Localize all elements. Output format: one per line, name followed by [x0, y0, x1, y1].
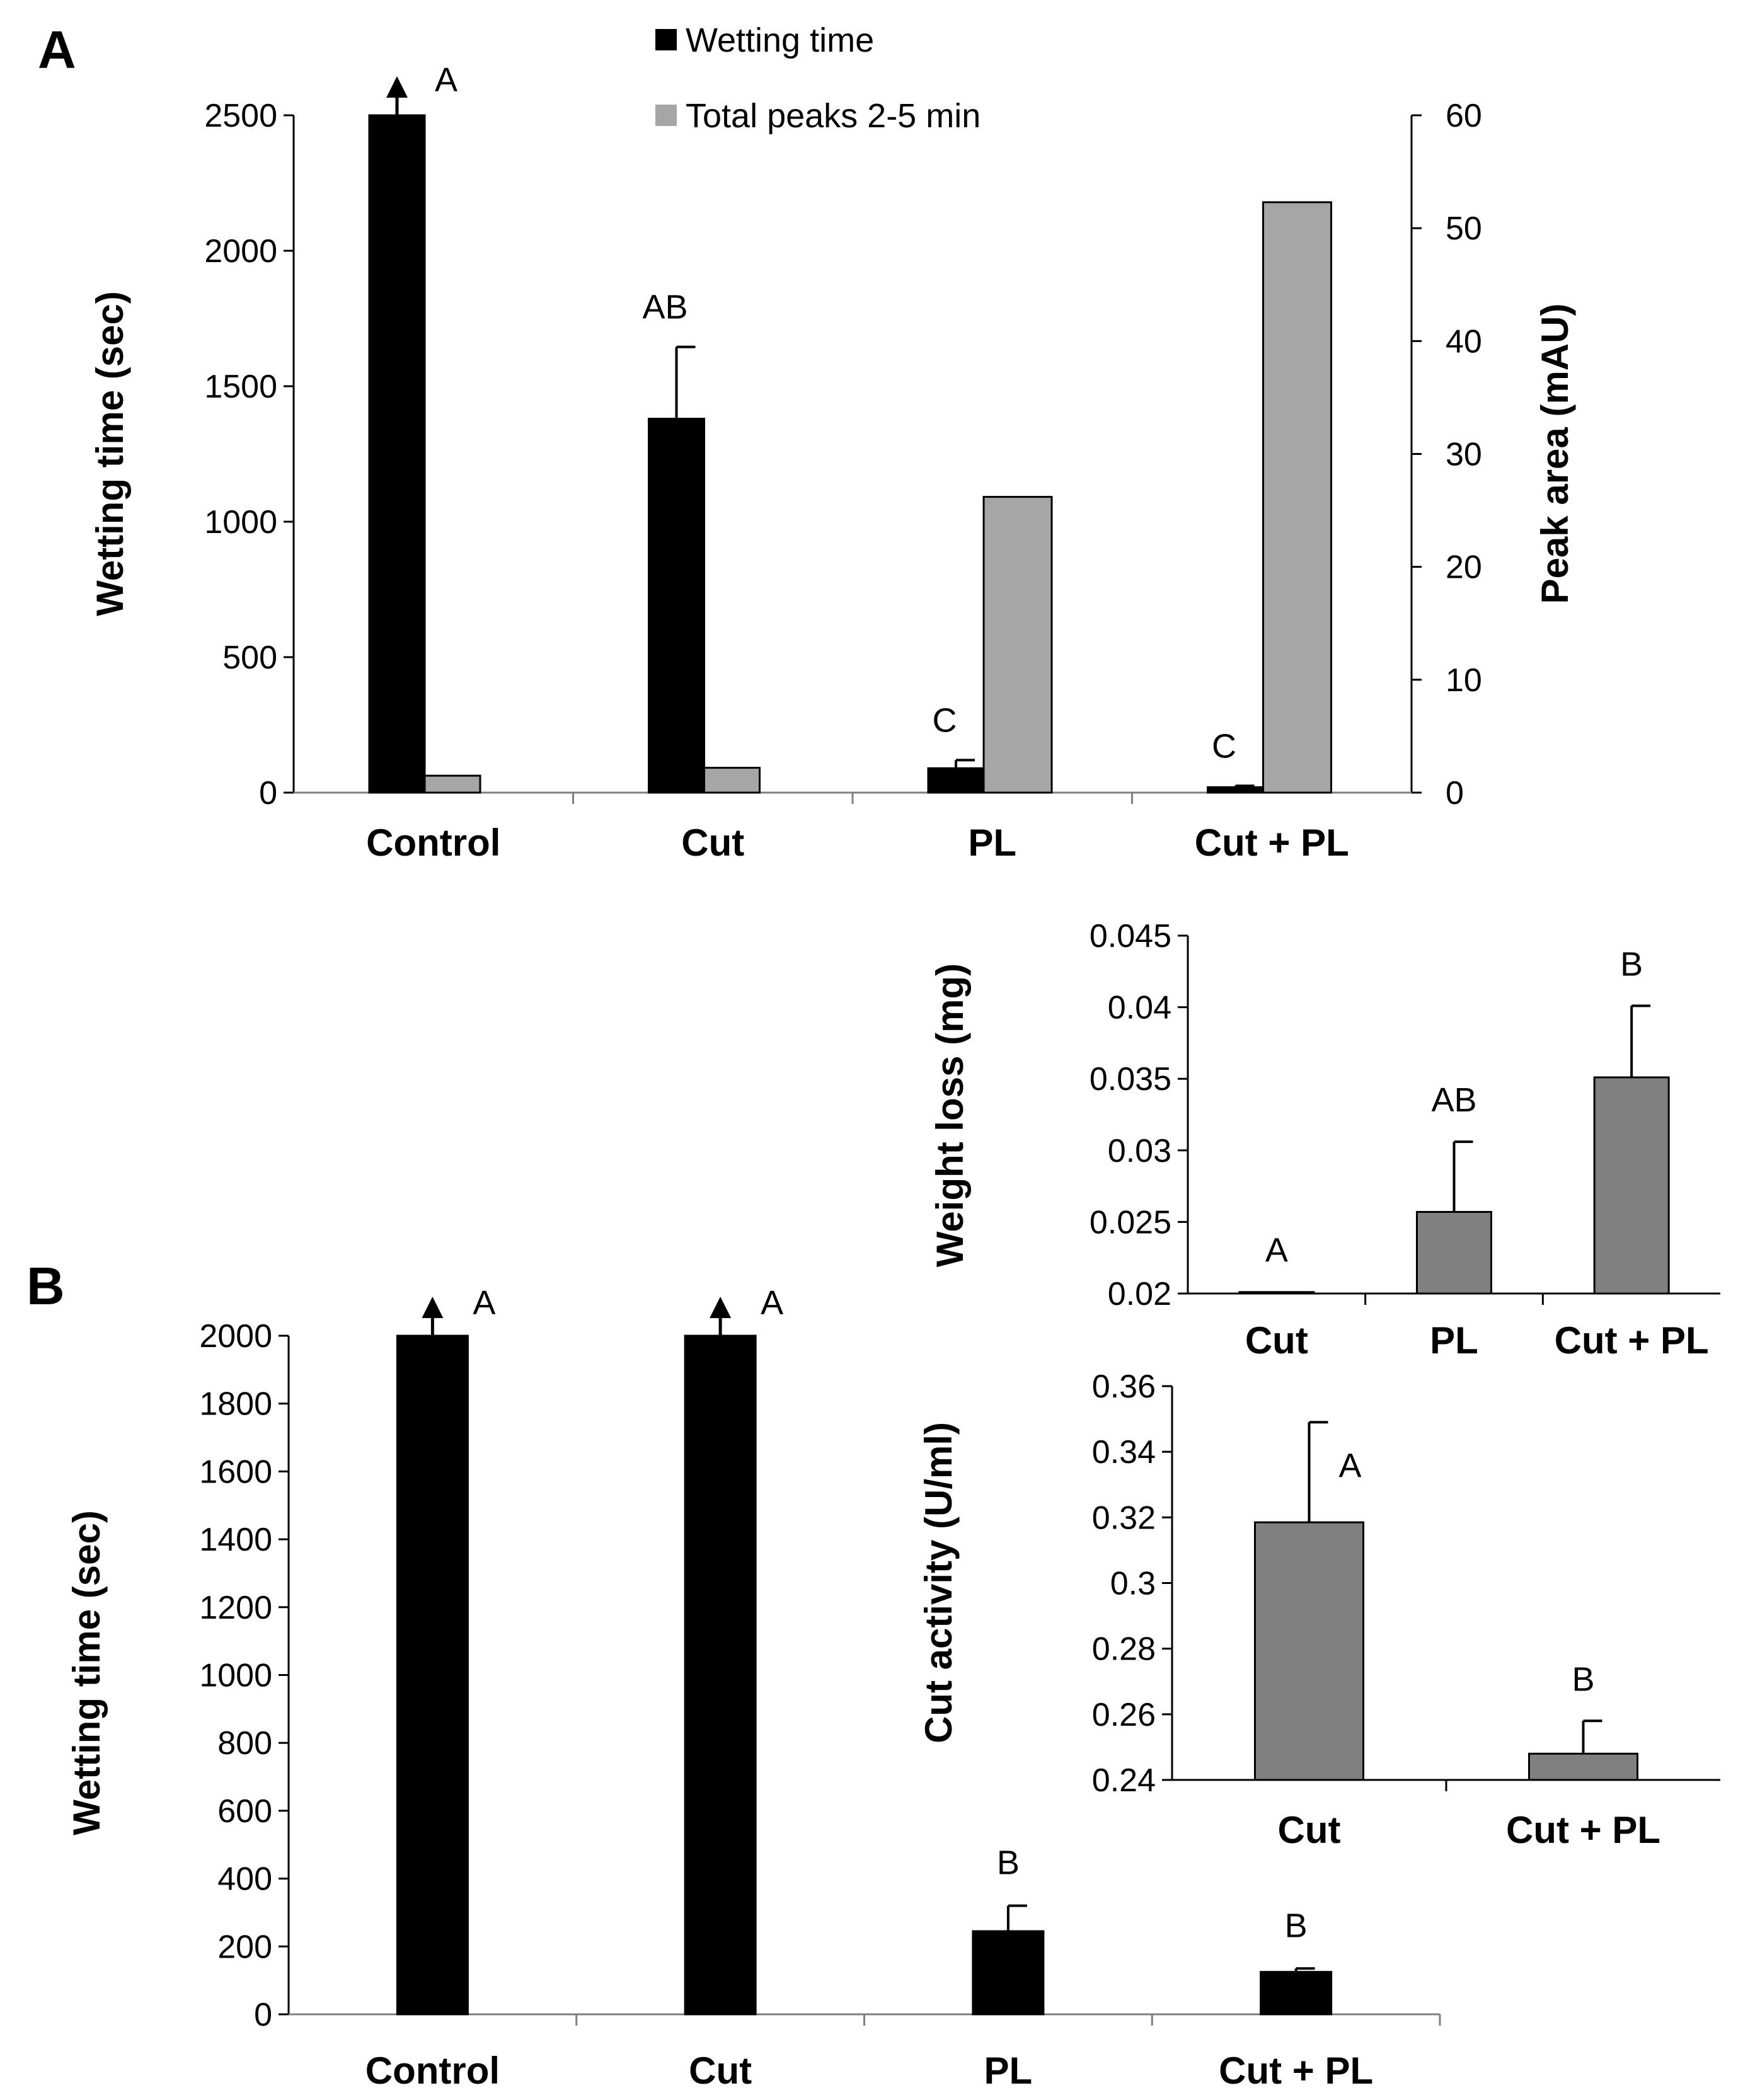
panel-a-bar-wetting-time [648, 418, 705, 794]
panel-a-bar-total-peaks [703, 767, 761, 794]
inset-a-category-label: Cut [1245, 1319, 1308, 1362]
panel-a-ytick-label: 1000 [204, 504, 277, 541]
inset-a-y-axis-title: Weight loss (mg) [929, 963, 971, 1267]
inset-a-category-label: PL [1430, 1319, 1478, 1362]
panel-b-ytick-label: 400 [217, 1861, 272, 1898]
panel-a-category-label: Cut + PL [1195, 822, 1349, 864]
panel-a-arrow-up-icon [386, 76, 408, 98]
inset-b-category-label: Cut [1278, 1809, 1341, 1851]
panel-b-ytick-label: 1800 [199, 1386, 272, 1423]
inset-a-significance-label: AB [1431, 1081, 1476, 1119]
panel-a-ytick-label: 2000 [204, 233, 277, 270]
panel-b-significance-label: B [997, 1844, 1020, 1882]
panel-b-ytick-label: 1400 [199, 1522, 272, 1558]
panel-a-ytick-label: 2500 [204, 98, 277, 134]
panel-a-ytick-label: 500 [222, 640, 277, 676]
inset-a-bar-weight-loss [1416, 1210, 1492, 1295]
panel-a-letter: A [38, 20, 76, 79]
inset-b-bar-cut-activity [1254, 1521, 1364, 1781]
panel-a-y2-axis-title: Peak area (mAU) [1534, 304, 1576, 604]
panel-a-bar-total-peaks [1262, 201, 1332, 794]
inset-b-y-axis-title: Cut activity (U/ml) [918, 1422, 960, 1743]
panel-b-bar-wetting-time [396, 1334, 469, 2016]
panel-b-category-label: Cut + PL [1219, 2050, 1373, 2092]
panel-b-bar-wetting-time [1260, 1971, 1333, 2016]
panel-a-ytick-label: 0 [259, 775, 277, 812]
inset-b-ytick-label: 0.36 [1092, 1368, 1156, 1405]
panel-b-ytick-label: 800 [217, 1725, 272, 1762]
panel-a-bar-total-peaks [423, 774, 481, 794]
inset-a-ytick-label: 0.02 [1108, 1276, 1171, 1312]
inset-a-bar-weight-loss [1593, 1076, 1670, 1295]
inset-b-bar-cut-activity [1528, 1752, 1638, 1781]
inset-b-ytick-label: 0.26 [1092, 1697, 1156, 1733]
panel-a-legend-label-peaks: Total peaks 2-5 min [686, 97, 981, 135]
inset-b-ytick-label: 0.24 [1092, 1762, 1156, 1799]
panel-b-ytick-label: 0 [254, 1997, 272, 2033]
panel-a-bar-wetting-time [368, 114, 426, 794]
panel-b-ytick-label: 1600 [199, 1454, 272, 1490]
panel-b-bar-wetting-time [972, 1930, 1045, 2016]
panel-b-category-label: Cut [689, 2050, 752, 2092]
inset-a-significance-label: B [1620, 945, 1643, 983]
panel-a-category-label: Cut [681, 822, 744, 864]
panel-a-significance-label: C [933, 701, 957, 739]
panel-b-category-label: PL [984, 2050, 1033, 2092]
inset-b-ytick-label: 0.32 [1092, 1500, 1156, 1536]
inset-a-category-label: Cut + PL [1555, 1319, 1709, 1362]
inset-b-ytick-label: 0.28 [1092, 1631, 1156, 1668]
panel-a-y2tick-label: 50 [1446, 210, 1482, 247]
inset-b-category-label: Cut + PL [1506, 1809, 1660, 1851]
panel-b-ytick-label: 1200 [199, 1590, 272, 1626]
inset-a-ytick-label: 0.045 [1090, 918, 1171, 955]
panel-b-ytick-label: 200 [217, 1929, 272, 1965]
inset-a-ytick-label: 0.03 [1108, 1133, 1171, 1169]
panel-a-legend-label-wetting: Wetting time [686, 21, 874, 59]
inset-a-ytick-label: 0.025 [1090, 1204, 1171, 1241]
panel-a-significance-label: AB [642, 289, 687, 326]
panel-a-significance-label: A [435, 61, 457, 99]
panel-a-y2tick-label: 60 [1446, 98, 1482, 134]
inset-a-significance-label: A [1265, 1232, 1288, 1270]
panel-a-y2tick-label: 0 [1446, 775, 1464, 812]
panel-a-legend-swatch-wetting [655, 29, 677, 50]
panel-a-legend-swatch-peaks [655, 105, 677, 126]
panel-a-category-label: Control [366, 822, 500, 864]
panel-a-y2tick-label: 30 [1446, 437, 1482, 473]
panel-a-y-axis-title: Wetting time (sec) [89, 291, 131, 616]
panel-b-arrow-up-icon [710, 1297, 732, 1318]
panel-b-significance-label: A [761, 1284, 783, 1322]
inset-a-ytick-label: 0.04 [1108, 990, 1171, 1026]
panel-b-ytick-label: 600 [217, 1793, 272, 1830]
panel-b-arrow-up-icon [422, 1297, 444, 1318]
panel-b-significance-label: B [1285, 1907, 1308, 1944]
panel-b-significance-label: A [473, 1284, 495, 1322]
panel-a-category-label: PL [968, 822, 1016, 864]
panel-a-bar-wetting-time [1207, 786, 1264, 794]
inset-a-ytick-label: 0.035 [1090, 1061, 1171, 1098]
panel-a-significance-label: C [1212, 727, 1236, 765]
inset-b-significance-label: B [1572, 1660, 1594, 1698]
panel-a-ytick-label: 1500 [204, 369, 277, 405]
panel-a-bar-wetting-time [927, 767, 985, 794]
inset-b-ytick-label: 0.34 [1092, 1434, 1156, 1471]
panel-a-y2tick-label: 40 [1446, 323, 1482, 360]
inset-b-ytick-label: 0.3 [1110, 1566, 1156, 1602]
inset-a-bar-weight-loss [1238, 1291, 1315, 1295]
panel-b-ytick-label: 1000 [199, 1658, 272, 1694]
panel-a-bar-total-peaks [982, 496, 1053, 794]
panel-b-ytick-label: 2000 [199, 1318, 272, 1355]
panel-b-y-axis-title: Wetting time (sec) [66, 1510, 108, 1835]
panel-b-letter: B [26, 1256, 65, 1316]
panel-b-category-label: Control [365, 2050, 500, 2092]
panel-a-y2tick-label: 20 [1446, 549, 1482, 586]
panel-b-bar-wetting-time [684, 1334, 757, 2016]
inset-b-significance-label: A [1338, 1447, 1361, 1485]
panel-a-y2tick-label: 10 [1446, 662, 1482, 699]
